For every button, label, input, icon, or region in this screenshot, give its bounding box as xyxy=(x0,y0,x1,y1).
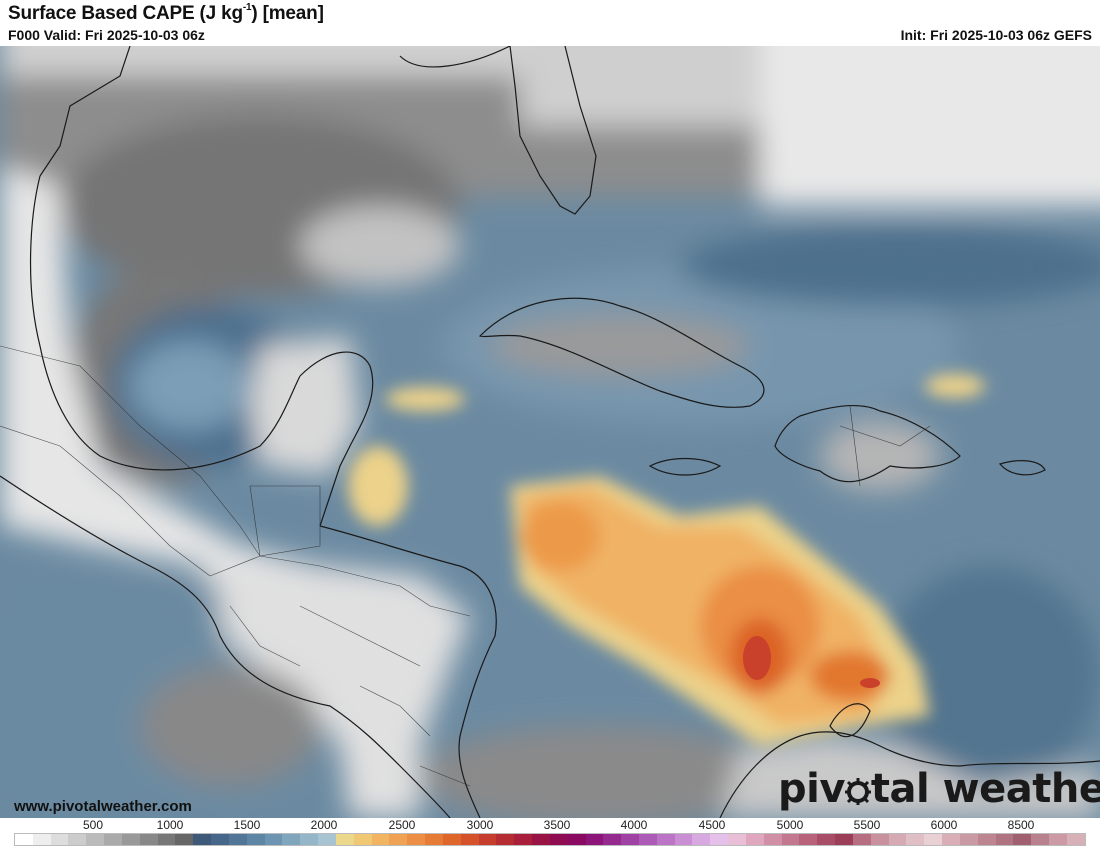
colorbar-tick-label: 500 xyxy=(82,818,104,832)
colorbar-swatch xyxy=(318,834,336,845)
colorbar-swatch xyxy=(371,834,390,845)
colorbar-swatch xyxy=(157,834,176,845)
colorbar-swatch xyxy=(656,834,675,845)
borders xyxy=(0,345,931,787)
colorbar-swatch xyxy=(32,834,51,845)
colorbar-swatch xyxy=(549,834,568,845)
coastlines xyxy=(0,46,1100,818)
colorbar-swatch xyxy=(478,834,497,845)
title-main: Surface Based CAPE (J kg xyxy=(8,3,243,24)
colorbar-tick-label: 8500 xyxy=(1007,818,1035,832)
colorbar-tick-label: 5500 xyxy=(853,818,881,832)
colorbar-swatch xyxy=(264,834,283,845)
colorbar-swatch xyxy=(425,834,443,845)
colorbar-swatch xyxy=(193,834,212,845)
website-credit[interactable]: www.pivotalweather.com xyxy=(14,798,192,815)
colorbar-swatch xyxy=(817,834,836,845)
colorbar-swatch xyxy=(532,834,550,845)
colorbar-tick-label: 4500 xyxy=(698,818,726,832)
colorbar-swatch xyxy=(1013,834,1032,845)
colorbar-swatch xyxy=(959,834,978,845)
colorbar-swatch xyxy=(942,834,960,845)
cape-map[interactable] xyxy=(0,46,1100,818)
colorbar-tick-label: 3500 xyxy=(543,818,571,832)
colorbar-tick-label: 2000 xyxy=(310,818,338,832)
colorbar-swatch xyxy=(389,834,408,845)
title-tail: ) [mean] xyxy=(251,3,324,24)
pivotal-weather-logo: piv tal weather xyxy=(778,766,1100,812)
cape-high-values xyxy=(348,374,985,746)
colorbar-swatch xyxy=(763,834,782,845)
brand-text-left: piv xyxy=(778,766,845,812)
valid-time: F000 Valid: Fri 2025-10-03 06z xyxy=(8,27,205,43)
colorbar-swatch xyxy=(1031,834,1050,845)
colorbar-swatch xyxy=(835,834,853,845)
colorbar-swatch xyxy=(888,834,907,845)
colorbar-swatch xyxy=(674,834,693,845)
colorbar-swatch xyxy=(728,834,746,845)
plot-title: Surface Based CAPE (J kg-1) [mean] xyxy=(8,1,324,25)
cape-secondary-core xyxy=(860,678,880,688)
colorbar-swatch xyxy=(460,834,479,845)
init-time: Init: Fri 2025-10-03 06z GEFS xyxy=(900,27,1092,43)
plot-header: Surface Based CAPE (J kg-1) [mean] F000 … xyxy=(0,0,1100,46)
colorbar-swatch xyxy=(139,834,158,845)
colorbar-swatch xyxy=(496,834,515,845)
colorbar-tick-label: 2500 xyxy=(388,818,416,832)
colorbar-swatch xyxy=(603,834,622,845)
colorbar-swatch xyxy=(50,834,69,845)
colorbar-tick-label: 3000 xyxy=(466,818,494,832)
colorbar-swatch xyxy=(514,834,533,845)
colorbar-swatch xyxy=(1049,834,1067,845)
colorbar xyxy=(14,833,1086,846)
colorbar-swatch xyxy=(121,834,140,845)
colorbar-swatch xyxy=(585,834,604,845)
colorbar-swatch xyxy=(692,834,711,845)
colorbar-swatch xyxy=(906,834,925,845)
colorbar-swatch xyxy=(852,834,871,845)
colorbar-swatch xyxy=(353,834,372,845)
colorbar-tick-label: 4000 xyxy=(620,818,648,832)
colorbar-swatch xyxy=(977,834,996,845)
colorbar-swatch xyxy=(924,834,943,845)
brand-text-right: tal weather xyxy=(870,766,1100,812)
colorbar-swatch xyxy=(300,834,319,845)
colorbar-swatch xyxy=(228,834,247,845)
colorbar-tick-label: 1500 xyxy=(233,818,261,832)
colorbar-swatch xyxy=(745,834,764,845)
colorbar-swatch xyxy=(442,834,461,845)
colorbar-swatch xyxy=(68,834,87,845)
colorbar-swatch xyxy=(15,834,33,845)
colorbar-tick-label: 6000 xyxy=(930,818,958,832)
colorbar-swatch xyxy=(781,834,800,845)
cape-field-shading xyxy=(0,46,1100,818)
colorbar-tick-labels: 500 1000 1500 2000 2500 3000 3500 4000 4500 5000 5… xyxy=(0,818,1100,832)
colorbar-swatch xyxy=(282,834,301,845)
colorbar-swatch xyxy=(995,834,1014,845)
title-unit-exponent: -1 xyxy=(242,1,252,13)
colorbar-swatch xyxy=(799,834,818,845)
colorbar-swatch xyxy=(870,834,889,845)
colorbar-swatch xyxy=(86,834,105,845)
colorbar-swatch xyxy=(175,834,194,845)
colorbar-swatch xyxy=(638,834,657,845)
colorbar-swatch xyxy=(1066,834,1085,845)
colorbar-swatch xyxy=(211,834,229,845)
colorbar-swatch xyxy=(621,834,639,845)
colorbar-swatch xyxy=(567,834,586,845)
colorbar-swatch xyxy=(335,834,354,845)
colorbar-swatch xyxy=(104,834,122,845)
gear-logo-icon xyxy=(844,769,871,805)
map-canvas xyxy=(0,46,1100,818)
colorbar-swatch xyxy=(246,834,265,845)
cape-max-core xyxy=(743,636,771,680)
colorbar-swatch xyxy=(407,834,426,845)
colorbar-swatch xyxy=(710,834,729,845)
colorbar-tick-label: 5000 xyxy=(776,818,804,832)
colorbar-tick-label: 1000 xyxy=(156,818,184,832)
